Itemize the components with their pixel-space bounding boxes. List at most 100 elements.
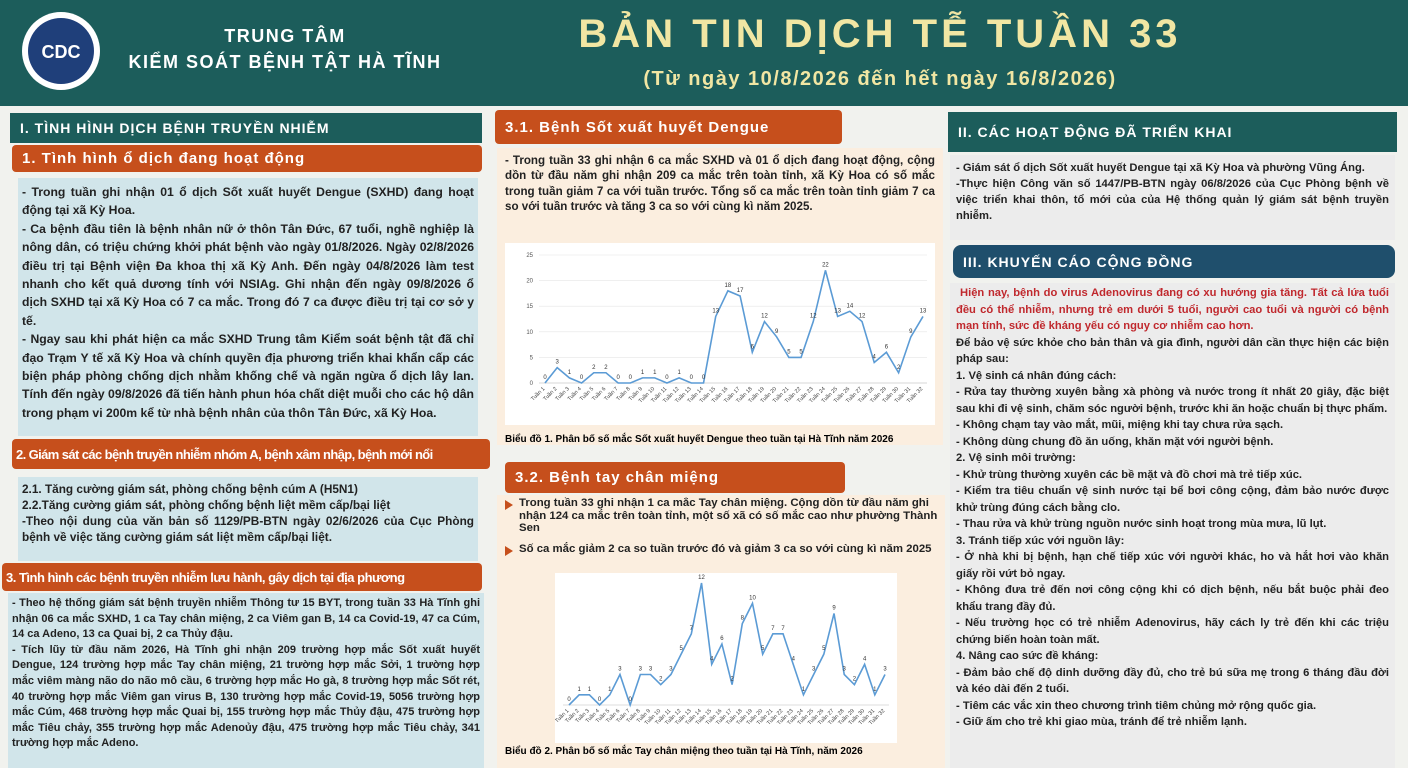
text-box: - Trong tuần ghi nhận 01 ổ dịch Sốt xuất… (18, 178, 478, 436)
paragraph: - Tiêm các vắc xin theo chương trình tiê… (956, 699, 1317, 712)
line (568, 582, 886, 708)
data-label: 3 (618, 667, 622, 673)
data-label: 1 (677, 370, 681, 376)
paragraph: 1. Vệ sinh cá nhân đúng cách: (956, 369, 1117, 382)
data-label: 10 (749, 595, 756, 601)
y-tick-label: 5 (530, 355, 534, 361)
section-title: I. TÌNH HÌNH DỊCH BỆNH TRUYỀN NHIỄM (10, 113, 482, 143)
paragraph: - Tích lũy từ đầu năm 2026, Hà Tĩnh ghi … (12, 643, 480, 750)
text-box: Trong tuần 33 ghi nhận 1 ca mắc Tay chân… (505, 497, 940, 573)
data-label: 0 (543, 375, 547, 381)
data-label: 13 (920, 308, 927, 314)
y-tick-label: 0 (530, 381, 534, 387)
data-label: 12 (698, 575, 705, 581)
data-label: 4 (710, 656, 714, 662)
paragraph: - Kiểm tra tiêu chuẩn vệ sinh nước tại b… (956, 485, 1389, 514)
data-label: 1 (588, 687, 592, 693)
data-label: 12 (810, 314, 817, 320)
data-label: 4 (873, 355, 877, 361)
paragraph: - Thau rửa và khử trùng nguồn nước sinh … (956, 518, 1327, 530)
paragraph: 2. Vệ sinh môi trường: (956, 452, 1076, 464)
data-label: 1 (568, 370, 572, 376)
data-label: 0 (628, 697, 632, 703)
data-label: 6 (885, 344, 889, 350)
data-label: 9 (832, 606, 836, 612)
paragraphs: - Trong tuần 33 ghi nhận 6 ca mắc SXHD v… (505, 153, 935, 215)
data-label: 0 (567, 697, 571, 703)
paragraph: - Không dùng chung đồ ăn uống, khăn mặt … (956, 435, 1274, 448)
data-label: 3 (639, 667, 643, 673)
data-label: 4 (792, 656, 796, 662)
data-label: 5 (799, 349, 803, 355)
bulletin-subtitle: (Từ ngày 10/8/2026 đến hết ngày 16/8/202… (643, 68, 1117, 90)
data-label: 5 (822, 646, 826, 652)
data-label: 9 (775, 329, 779, 335)
data-label: 2 (592, 365, 596, 371)
paragraph: - Giữ ấm cho trẻ khi giao mùa, tránh để … (956, 716, 1247, 728)
line (544, 270, 924, 384)
paragraph: - Không đưa trẻ đến nơi công cộng khi có… (956, 584, 1389, 613)
data-label: 3 (843, 667, 847, 673)
data-label: 6 (720, 636, 724, 642)
data-label: 1 (653, 370, 657, 376)
data-label: 2 (897, 365, 901, 371)
section-title: II. CÁC HOẠT ĐỘNG ĐÃ TRIỂN KHAI (948, 112, 1397, 152)
data-label: 0 (598, 697, 602, 703)
data-label: 7 (690, 626, 694, 632)
y-tick-label: 10 (526, 330, 533, 336)
data-label: 0 (629, 375, 633, 381)
header (0, 0, 1408, 106)
paragraph: - Rửa tay thường xuyên bằng xà phòng và … (956, 386, 1389, 415)
data-label: 12 (859, 314, 866, 320)
text-box: - Giám sát ổ dịch Sốt xuất huyết Dengue … (950, 155, 1395, 240)
paragraph: 2.1. Tăng cường giám sát, phòng chống bệ… (22, 482, 358, 496)
logo-text: CDC (42, 42, 81, 62)
chart-background (505, 243, 935, 425)
org-line: KIỂM SOÁT BỆNH TẬT HÀ TĨNH (128, 52, 442, 72)
data-label: 22 (822, 262, 829, 268)
data-label: 0 (690, 375, 694, 381)
subsection-title: 3. Tình hình các bệnh truyền nhiễm lưu h… (2, 563, 482, 591)
paragraph: - Theo hệ thống giám sát bệnh truyền nhi… (12, 597, 480, 641)
data-label: 4 (863, 656, 867, 662)
text-box: 2.1. Tăng cường giám sát, phòng chống bệ… (18, 477, 478, 561)
data-label: 9 (909, 329, 913, 335)
paragraph: - Nếu trường học có trẻ nhiễm Adenovirus… (956, 617, 1389, 646)
paragraph: Để bảo vệ sức khỏe cho bản thân và gia đ… (956, 336, 1389, 366)
data-label: 3 (556, 360, 560, 366)
data-label: 0 (702, 375, 706, 381)
data-label: 7 (771, 626, 775, 632)
paragraphs: Để bảo vệ sức khỏe cho bản thân và gia đ… (956, 335, 1389, 731)
data-label: 1 (641, 370, 645, 376)
paragraph: 4. Nâng cao sức đề kháng: (956, 650, 1099, 662)
data-label: 0 (580, 375, 584, 381)
subsection-title: 2. Giám sát các bệnh truyền nhiễm nhóm A… (12, 439, 490, 469)
logo: CDC (22, 12, 100, 90)
bulletin-title: BẢN TIN DỊCH TỄ TUẦN 33 (578, 12, 1182, 56)
data-label: 1 (608, 687, 612, 693)
logo-disc (28, 18, 94, 84)
data-label: 1 (802, 687, 806, 693)
paragraph: - Trong tuần ghi nhận 01 ổ dịch Sốt xuất… (22, 185, 474, 218)
chart-caption: Biểu đồ 2. Phân bố số mắc Tay chân miệng… (505, 746, 863, 757)
subsection-title: 3.2. Bệnh tay chân miệng (505, 462, 845, 493)
paragraph: Số ca mắc giảm 2 ca so tuần trước đó và … (505, 543, 940, 556)
data-label: 2 (853, 677, 857, 683)
data-label: 6 (751, 344, 755, 350)
data-label: 0 (616, 375, 620, 381)
data-label: 1 (578, 687, 582, 693)
paragraph: 2.2.Tăng cường giám sát, phòng chống bện… (22, 498, 391, 512)
data-label: 13 (712, 308, 719, 314)
paragraph: 3. Tránh tiếp xúc với nguồn lây: (956, 534, 1125, 547)
paragraph: - Khử trùng thường xuyên các bề mặt và đ… (956, 468, 1303, 481)
paragraph: Trong tuần 33 ghi nhận 1 ca mắc Tay chân… (505, 497, 940, 535)
data-label: 3 (883, 667, 887, 673)
paragraph: - Trong tuần 33 ghi nhận 6 ca mắc SXHD v… (505, 154, 935, 214)
data-label: 5 (787, 349, 791, 355)
data-label: 13 (834, 308, 841, 314)
y-tick-label: 15 (526, 304, 533, 310)
data-label: 14 (846, 303, 853, 309)
data-label: 5 (761, 646, 765, 652)
